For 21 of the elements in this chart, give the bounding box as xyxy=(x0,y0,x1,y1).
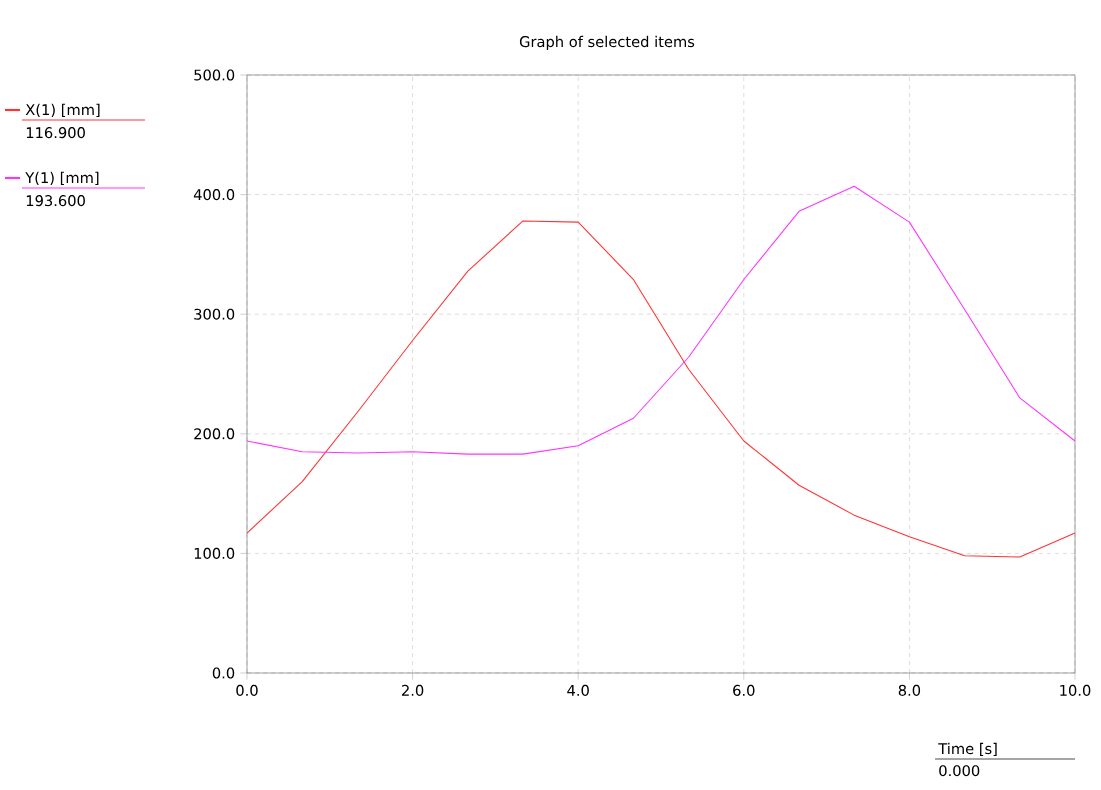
x-tick-label: 10.0 xyxy=(1060,684,1091,696)
x-tick-label: 8.0 xyxy=(898,684,921,696)
y-tick-label: 300.0 xyxy=(194,308,235,320)
line-series xyxy=(247,185,1075,455)
y-tick-label: 100.0 xyxy=(194,547,235,559)
x-tick-label: 4.0 xyxy=(567,684,589,696)
y-tick-label: 200.0 xyxy=(194,428,235,440)
y-tick-label: 400.0 xyxy=(193,189,235,201)
text: 0.000 xyxy=(939,765,980,777)
x-tick-label: 2.0 xyxy=(402,684,424,696)
x-tick-label: 0.0 xyxy=(236,684,258,696)
line-series xyxy=(247,220,1075,558)
y-tick-label: 500.0 xyxy=(194,69,235,81)
legend-label: Y(1) [mm] xyxy=(25,171,99,185)
x-tick-label: 6.0 xyxy=(733,684,755,696)
chart-title: Graph of selected items xyxy=(519,35,695,51)
legend-label: X(1) [mm] xyxy=(25,103,100,117)
x-axis-title: Time [s] xyxy=(938,742,997,756)
text: 116.900 xyxy=(26,127,85,139)
text: 193.600 xyxy=(26,195,85,207)
y-tick-label: 0.0 xyxy=(212,667,235,679)
